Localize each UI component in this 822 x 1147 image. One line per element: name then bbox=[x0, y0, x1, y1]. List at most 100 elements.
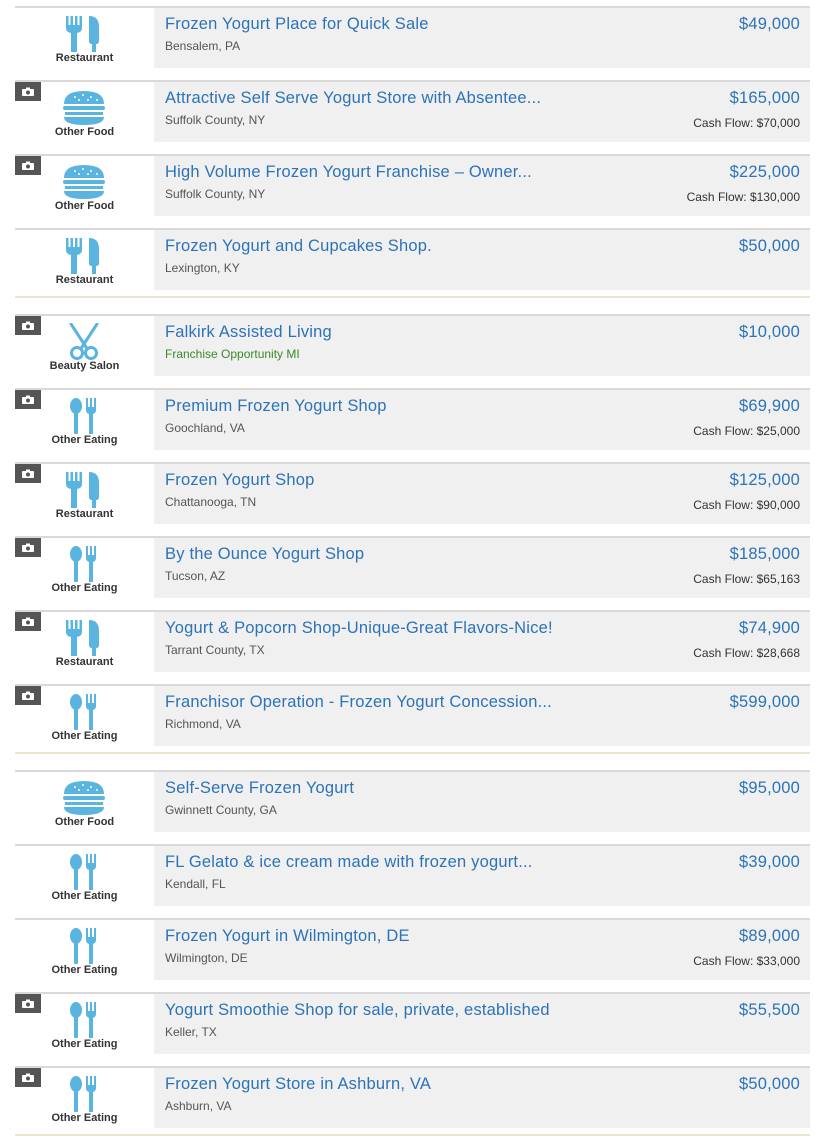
listing-location: Ashburn, VA bbox=[165, 1099, 232, 1113]
group-divider bbox=[15, 752, 810, 754]
listing-location: Richmond, VA bbox=[165, 717, 241, 731]
listing-location: Suffolk County, NY bbox=[165, 113, 266, 127]
listing-price: $74,900 bbox=[738, 619, 800, 637]
category-label: Other Food bbox=[54, 200, 115, 212]
listing-row[interactable]: Other Food Self-Serve Frozen Yogurt Gwin… bbox=[15, 770, 810, 832]
restaurant-icon bbox=[59, 471, 109, 508]
listing-thumbnail[interactable]: Other Eating bbox=[15, 1068, 154, 1128]
listing-location: Kendall, FL bbox=[165, 877, 226, 891]
listing-row[interactable]: Restaurant Frozen Yogurt Shop Chattanoog… bbox=[15, 462, 810, 524]
listing-price: $125,000 bbox=[729, 471, 800, 489]
listing-thumbnail[interactable]: Other Eating bbox=[15, 538, 154, 598]
listing-title-link[interactable]: Self-Serve Frozen Yogurt bbox=[165, 779, 355, 797]
listing-row[interactable]: Other Food Attractive Self Serve Yogurt … bbox=[15, 80, 810, 142]
camera-icon bbox=[15, 390, 41, 409]
spoon-fork-icon bbox=[59, 397, 109, 434]
listing-title-link[interactable]: Frozen Yogurt in Wilmington, DE bbox=[165, 927, 410, 945]
listing-price: $50,000 bbox=[738, 237, 800, 255]
listing-title-link[interactable]: Yogurt & Popcorn Shop-Unique-Great Flavo… bbox=[165, 619, 553, 637]
listing-thumbnail[interactable]: Restaurant bbox=[15, 8, 154, 68]
listing-row[interactable]: Other Eating Franchisor Operation - Froz… bbox=[15, 684, 810, 746]
listing-row[interactable]: Restaurant Frozen Yogurt Place for Quick… bbox=[15, 6, 810, 68]
listing-price: $10,000 bbox=[738, 323, 800, 341]
listing-location: Wilmington, DE bbox=[165, 951, 248, 965]
listing-title-link[interactable]: FL Gelato & ice cream made with frozen y… bbox=[165, 853, 533, 871]
listing-title-link[interactable]: Attractive Self Serve Yogurt Store with … bbox=[165, 89, 542, 107]
listing-location: Chattanooga, TN bbox=[165, 495, 257, 509]
listing-row[interactable]: Other Food High Volume Frozen Yogurt Fra… bbox=[15, 154, 810, 216]
category-label: Other Food bbox=[54, 126, 115, 138]
listing-cash-flow: Cash Flow: $90,000 bbox=[693, 498, 800, 512]
listing-price: $599,000 bbox=[729, 693, 800, 711]
listing-location: Bensalem, PA bbox=[165, 39, 241, 53]
camera-icon bbox=[15, 82, 41, 101]
listing-thumbnail[interactable]: Beauty Salon bbox=[15, 316, 154, 376]
listing-location: Tarrant County, TX bbox=[165, 643, 265, 657]
listing-thumbnail[interactable]: Other Eating bbox=[15, 390, 154, 450]
listing-row[interactable]: Restaurant Frozen Yogurt and Cupcakes Sh… bbox=[15, 228, 810, 290]
listing-row[interactable]: Other Eating Premium Frozen Yogurt Shop … bbox=[15, 388, 810, 450]
listing-title-link[interactable]: Premium Frozen Yogurt Shop bbox=[165, 397, 387, 415]
listing-title-link[interactable]: Yogurt Smoothie Shop for sale, private, … bbox=[165, 1001, 550, 1019]
group-divider bbox=[15, 296, 810, 298]
listing-location: Gwinnett County, GA bbox=[165, 803, 277, 817]
listing-location: Keller, TX bbox=[165, 1025, 217, 1039]
listing-thumbnail[interactable]: Other Food bbox=[15, 82, 154, 142]
listing-title-link[interactable]: Frozen Yogurt Shop bbox=[165, 471, 315, 489]
listing-row[interactable]: Other Eating Frozen Yogurt in Wilmington… bbox=[15, 918, 810, 980]
category-label: Restaurant bbox=[55, 656, 114, 668]
listing-title-link[interactable]: Falkirk Assisted Living bbox=[165, 323, 332, 341]
burger-icon bbox=[59, 779, 109, 815]
camera-icon bbox=[15, 994, 41, 1013]
listing-row[interactable]: Beauty Salon Falkirk Assisted Living Fra… bbox=[15, 314, 810, 376]
listing-row[interactable]: Other Eating Yogurt Smoothie Shop for sa… bbox=[15, 992, 810, 1054]
listing-thumbnail[interactable]: Other Eating bbox=[15, 686, 154, 746]
listing-thumbnail[interactable]: Restaurant bbox=[15, 464, 154, 524]
scissors-icon bbox=[59, 323, 109, 360]
restaurant-icon bbox=[59, 15, 109, 52]
camera-icon bbox=[15, 1068, 41, 1087]
listing-row[interactable]: Other Eating Frozen Yogurt Store in Ashb… bbox=[15, 1066, 810, 1128]
listing-title-link[interactable]: High Volume Frozen Yogurt Franchise – Ow… bbox=[165, 163, 532, 181]
category-label: Other Eating bbox=[51, 434, 118, 446]
listing-title-link[interactable]: Frozen Yogurt Store in Ashburn, VA bbox=[165, 1075, 432, 1093]
listing-title-link[interactable]: Franchisor Operation - Frozen Yogurt Con… bbox=[165, 693, 552, 711]
listing-price: $165,000 bbox=[729, 89, 800, 107]
listing-cash-flow: Cash Flow: $33,000 bbox=[693, 954, 800, 968]
listing-cash-flow: Cash Flow: $25,000 bbox=[693, 424, 800, 438]
listing-thumbnail[interactable]: Restaurant bbox=[15, 612, 154, 672]
listing-row[interactable]: Other Eating By the Ounce Yogurt Shop Tu… bbox=[15, 536, 810, 598]
category-label: Other Eating bbox=[51, 890, 118, 902]
spoon-fork-icon bbox=[59, 927, 109, 964]
listing-thumbnail[interactable]: Other Food bbox=[15, 772, 154, 832]
listing-location: Suffolk County, NY bbox=[165, 187, 266, 201]
category-label: Other Eating bbox=[51, 730, 118, 742]
restaurant-icon bbox=[59, 237, 109, 274]
listing-row[interactable]: Other Eating FL Gelato & ice cream made … bbox=[15, 844, 810, 906]
listing-row[interactable]: Restaurant Yogurt & Popcorn Shop-Unique-… bbox=[15, 610, 810, 672]
listing-price: $39,000 bbox=[738, 853, 800, 871]
listing-thumbnail[interactable]: Other Eating bbox=[15, 994, 154, 1054]
listing-cash-flow: Cash Flow: $130,000 bbox=[686, 190, 800, 204]
listing-location: Tucson, AZ bbox=[165, 569, 226, 583]
listing-thumbnail[interactable]: Other Eating bbox=[15, 846, 154, 906]
listing-price: $50,000 bbox=[738, 1075, 800, 1093]
camera-icon bbox=[15, 612, 41, 631]
category-label: Restaurant bbox=[55, 274, 114, 286]
group-divider bbox=[15, 1134, 810, 1136]
camera-icon bbox=[15, 464, 41, 483]
listing-price: $89,000 bbox=[738, 927, 800, 945]
listing-title-link[interactable]: By the Ounce Yogurt Shop bbox=[165, 545, 365, 563]
listing-cash-flow: Cash Flow: $28,668 bbox=[693, 646, 800, 660]
category-label: Beauty Salon bbox=[49, 360, 120, 372]
listing-thumbnail[interactable]: Restaurant bbox=[15, 230, 154, 290]
listing-title-link[interactable]: Frozen Yogurt and Cupcakes Shop. bbox=[165, 237, 432, 255]
spoon-fork-icon bbox=[59, 1001, 109, 1038]
listing-thumbnail[interactable]: Other Eating bbox=[15, 920, 154, 980]
spoon-fork-icon bbox=[59, 853, 109, 890]
listing-title-link[interactable]: Frozen Yogurt Place for Quick Sale bbox=[165, 15, 429, 33]
listing-thumbnail[interactable]: Other Food bbox=[15, 156, 154, 216]
camera-icon bbox=[15, 316, 41, 335]
listing-price: $95,000 bbox=[738, 779, 800, 797]
camera-icon bbox=[15, 156, 41, 175]
